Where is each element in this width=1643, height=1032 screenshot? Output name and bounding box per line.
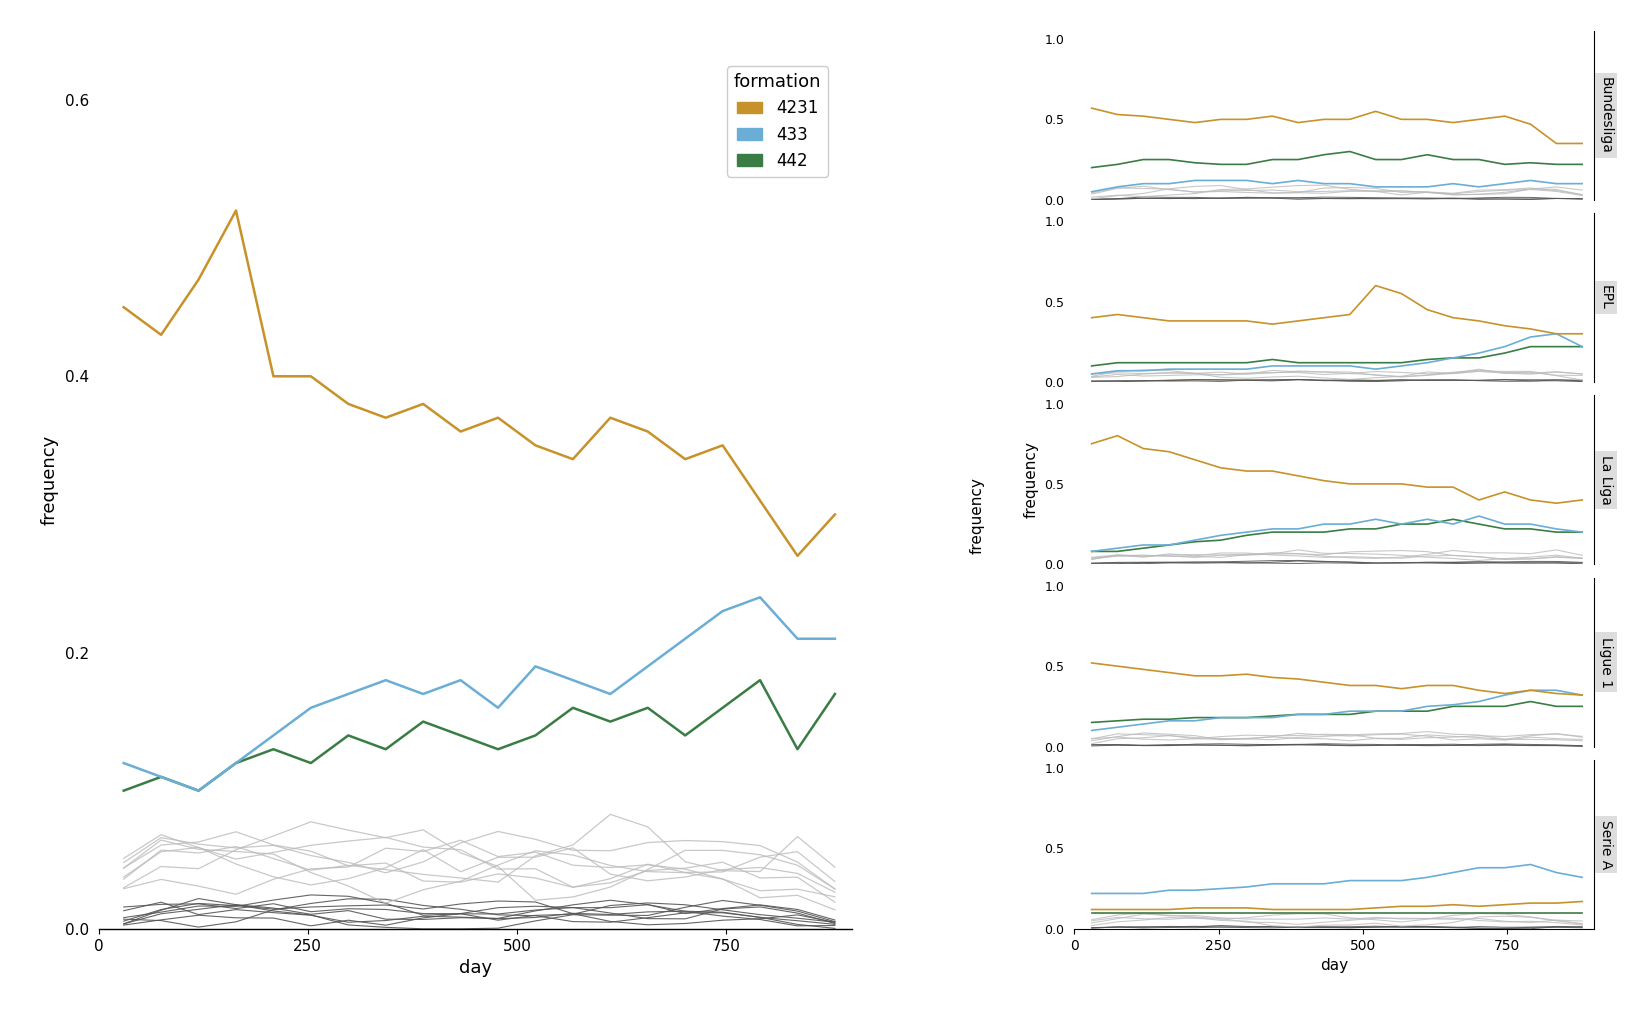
Text: frequency: frequency	[969, 478, 986, 554]
Text: La Liga: La Liga	[1599, 455, 1613, 505]
Text: Bundesliga: Bundesliga	[1599, 77, 1613, 154]
X-axis label: day: day	[1319, 958, 1349, 973]
Text: Ligue 1: Ligue 1	[1599, 637, 1613, 687]
Y-axis label: frequency: frequency	[1024, 442, 1038, 518]
X-axis label: day: day	[458, 959, 491, 977]
Text: EPL: EPL	[1599, 285, 1613, 310]
Text: Serie A: Serie A	[1599, 819, 1613, 869]
Legend: 4231, 433, 442: 4231, 433, 442	[728, 66, 828, 176]
Y-axis label: frequency: frequency	[41, 434, 59, 525]
